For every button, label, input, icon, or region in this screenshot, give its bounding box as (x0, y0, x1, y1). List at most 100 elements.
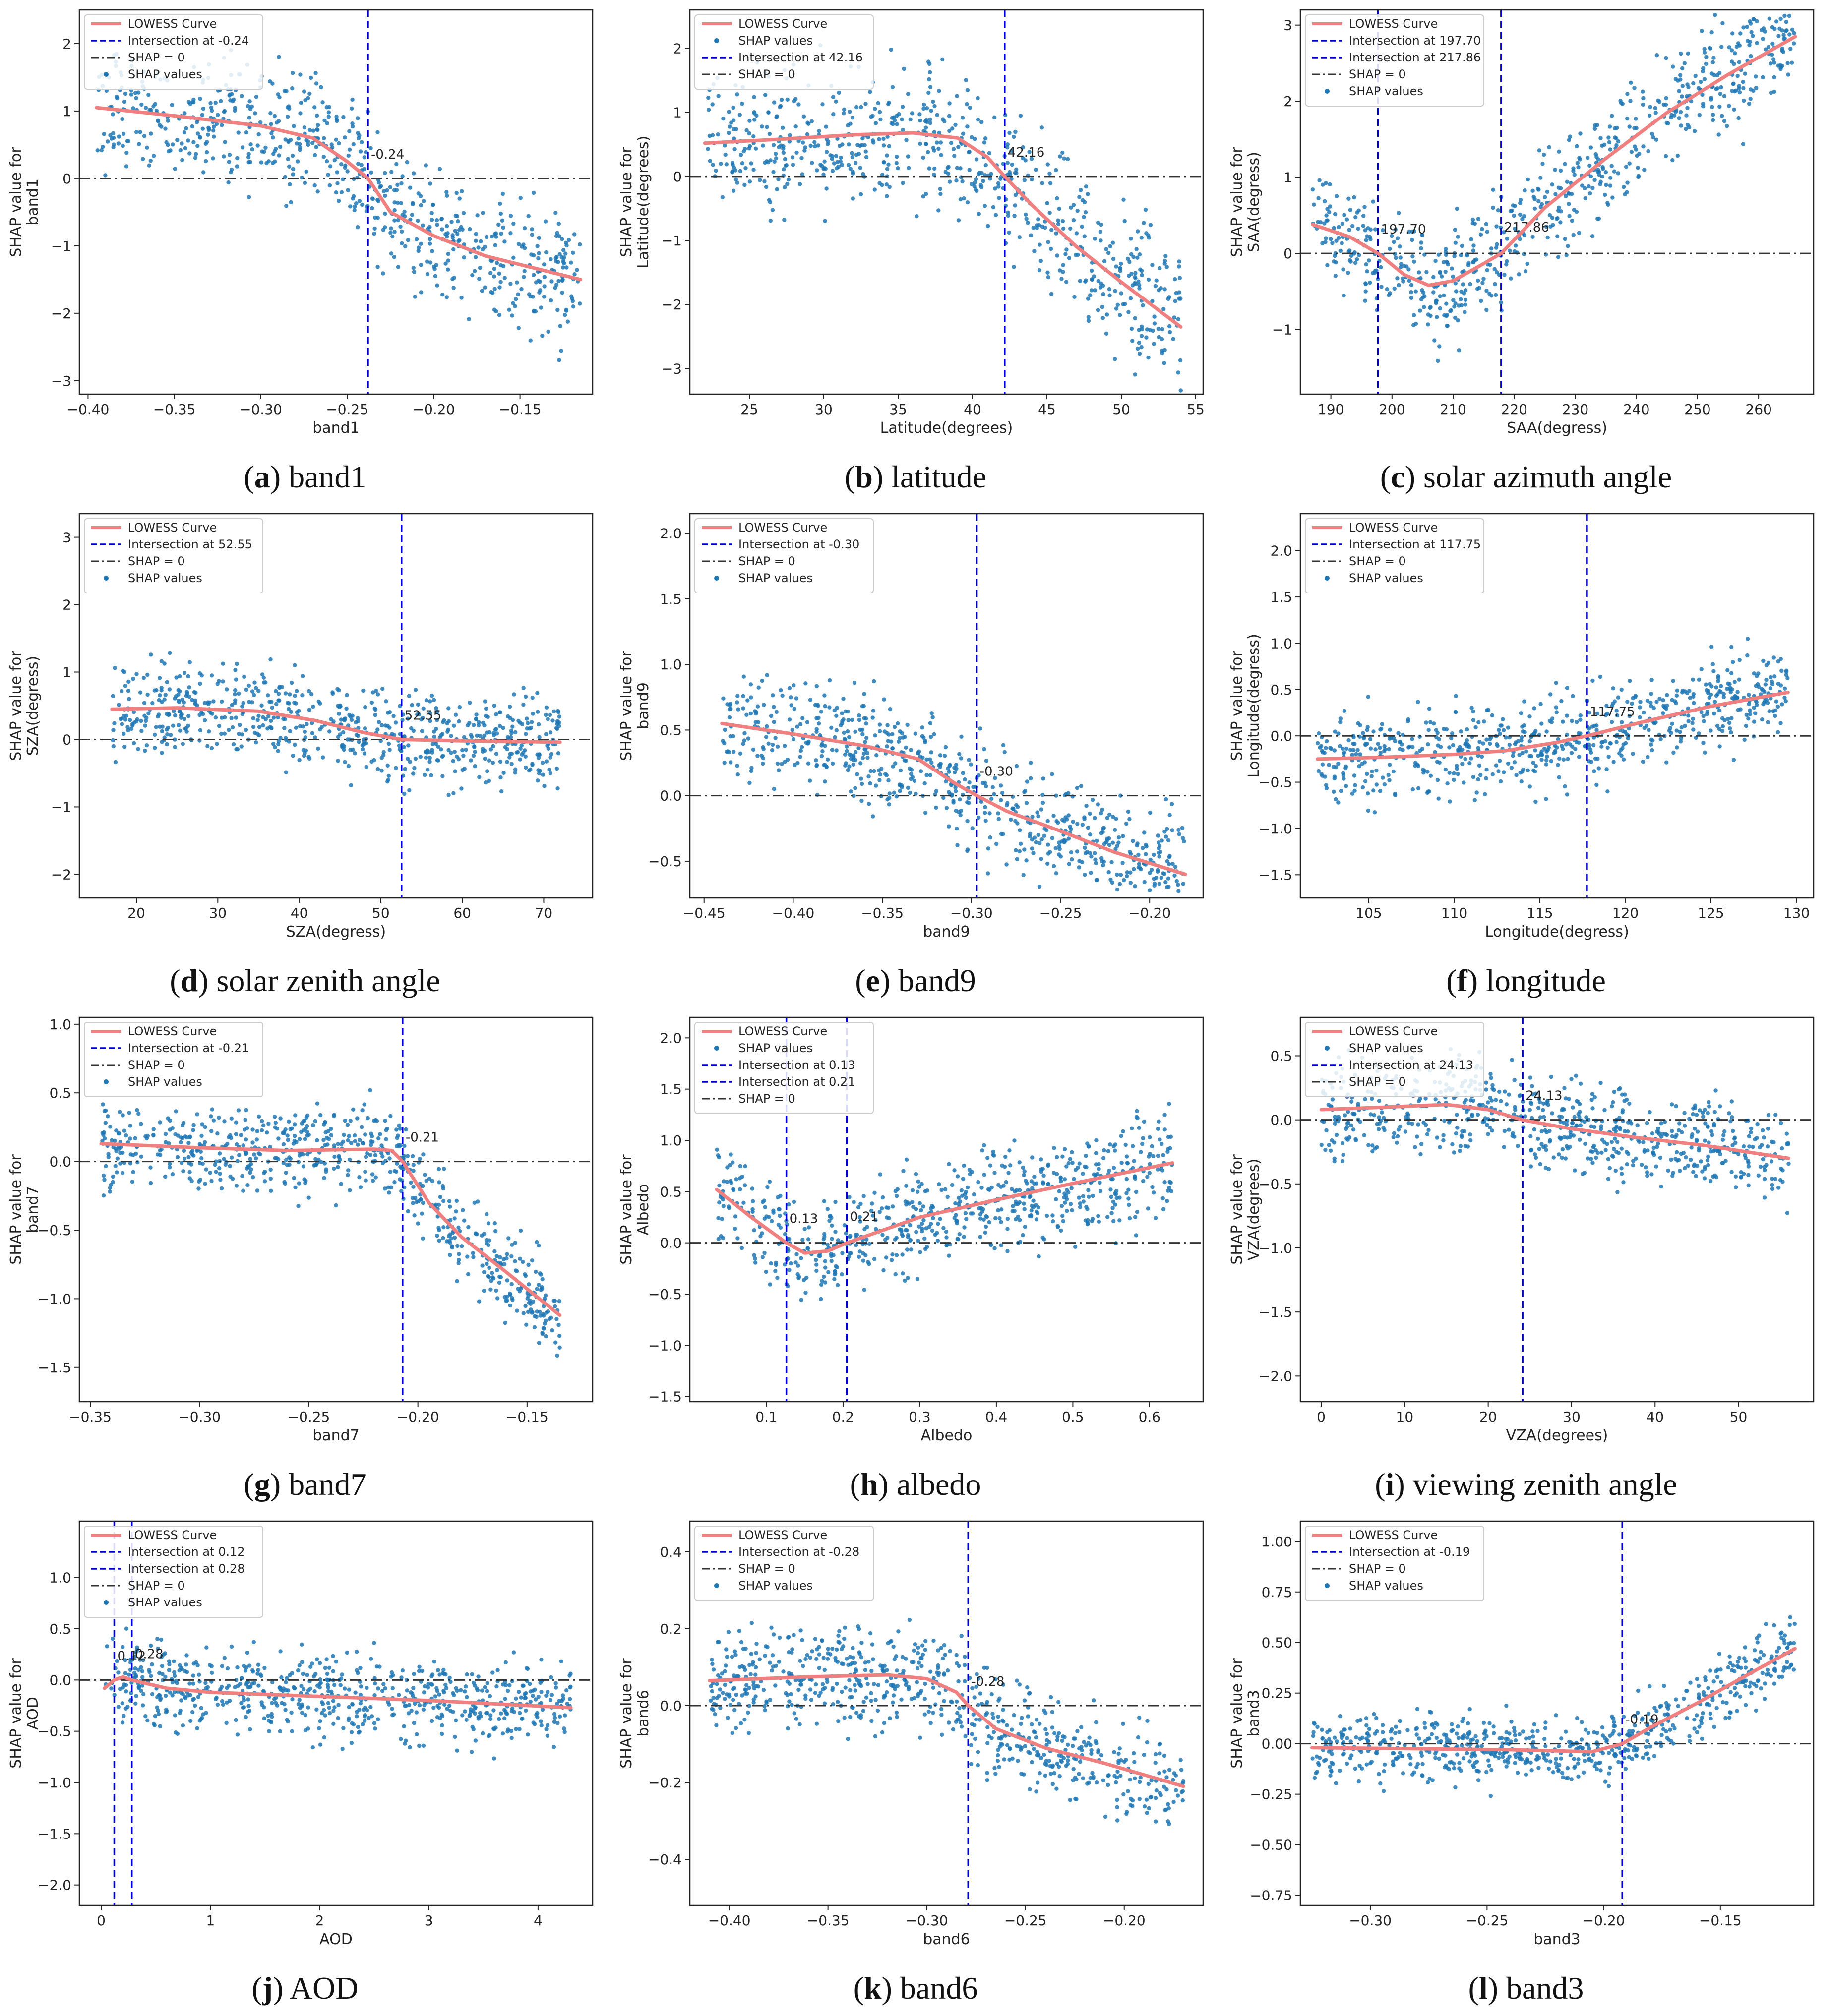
scatter-point (149, 652, 153, 657)
scatter-point (850, 151, 854, 156)
scatter-point (1480, 281, 1485, 285)
scatter-point (791, 163, 795, 167)
scatter-point (1742, 737, 1747, 742)
scatter-point (402, 209, 407, 214)
scatter-point (544, 1310, 549, 1315)
y-tick-label: 0 (673, 169, 682, 185)
scatter-point (467, 317, 471, 321)
scatter-point (839, 723, 843, 727)
scatter-point (1316, 220, 1320, 224)
legend-box (694, 518, 874, 593)
scatter-point (1699, 710, 1704, 714)
scatter-point (388, 231, 393, 235)
caption-text: solar zenith angle (216, 963, 440, 998)
scatter-point (159, 659, 164, 663)
scatter-point (1719, 85, 1723, 90)
x-tick-label: 25 (740, 401, 758, 417)
x-tick-label: −0.45 (683, 905, 726, 921)
scatter-point (414, 237, 419, 241)
scatter-point (157, 676, 162, 680)
scatter-point (314, 81, 319, 86)
scatter-point (1068, 226, 1073, 231)
scatter-point (1595, 711, 1600, 716)
scatter-point (155, 1152, 160, 1157)
scatter-point (251, 716, 256, 721)
scatter-point (1697, 677, 1702, 682)
scatter-point (1554, 705, 1559, 710)
scatter-point (1397, 211, 1401, 215)
scatter-point (1461, 282, 1465, 287)
scatter-point (1347, 258, 1352, 263)
scatter-point (1144, 231, 1149, 236)
scatter-point (118, 1151, 122, 1155)
scatter-point (955, 94, 959, 98)
scatter-point (1131, 838, 1135, 843)
scatter-point (121, 131, 126, 136)
scatter-point (781, 150, 786, 155)
scatter-point (429, 211, 434, 215)
scatter-point (1653, 106, 1658, 111)
scatter-point (1608, 147, 1613, 152)
scatter-point (1771, 57, 1776, 61)
scatter-point (408, 760, 412, 764)
scatter-point (1343, 766, 1348, 771)
scatter-point (924, 142, 928, 146)
scatter-point (1570, 718, 1574, 723)
scatter-point (1763, 29, 1767, 34)
scatter-point (281, 716, 286, 721)
scatter-point (921, 735, 926, 740)
scatter-point (987, 151, 992, 155)
scatter-point (1407, 229, 1411, 234)
scatter-point (406, 743, 411, 748)
scatter-point (882, 697, 886, 702)
scatter-point (854, 750, 858, 754)
legend-label: Intersection at 52.55 (128, 537, 252, 551)
scatter-point (1668, 726, 1673, 730)
scatter-point (348, 1119, 353, 1123)
scatter-point (1712, 712, 1716, 716)
scatter-point (529, 725, 534, 730)
scatter-point (126, 689, 131, 693)
scatter-point (873, 733, 877, 738)
scatter-point (1012, 134, 1016, 139)
scatter-point (963, 777, 967, 782)
scatter-point (188, 1134, 192, 1139)
scatter-point (1569, 192, 1574, 196)
x-tick-label: 105 (1355, 905, 1382, 921)
scatter-point (565, 319, 570, 324)
scatter-point (1115, 872, 1119, 877)
scatter-point (1519, 711, 1524, 715)
scatter-point (410, 213, 415, 217)
scatter-point (419, 203, 423, 208)
scatter-point (302, 125, 307, 130)
scatter-point (1566, 191, 1571, 196)
scatter-point (530, 1258, 535, 1263)
scatter-point (1048, 246, 1053, 251)
scatter-point (1329, 237, 1333, 241)
lowess-curve (95, 106, 583, 282)
scatter-point (957, 752, 962, 757)
scatter-point (1083, 845, 1087, 850)
scatter-point (1333, 729, 1338, 734)
scatter-point (1353, 215, 1358, 220)
scatter-point (186, 714, 191, 718)
scatter-point (1039, 837, 1044, 842)
scatter-point (544, 705, 549, 710)
scatter-point (1598, 674, 1602, 679)
scatter-point (373, 707, 378, 712)
scatter-point (250, 689, 255, 694)
scatter-point (885, 167, 890, 171)
scatter-point (167, 687, 172, 692)
scatter-point (407, 694, 412, 698)
scatter-point (1634, 117, 1638, 121)
scatter-point (1561, 747, 1565, 751)
scatter-point (858, 166, 862, 170)
scatter-point (370, 1139, 375, 1144)
scatter-point (556, 710, 561, 714)
scatter-point (537, 1283, 541, 1287)
scatter-point (944, 779, 948, 784)
scatter-point (773, 736, 778, 740)
scatter-point (799, 745, 804, 749)
scatter-point (293, 742, 297, 747)
scatter-point (151, 104, 156, 109)
